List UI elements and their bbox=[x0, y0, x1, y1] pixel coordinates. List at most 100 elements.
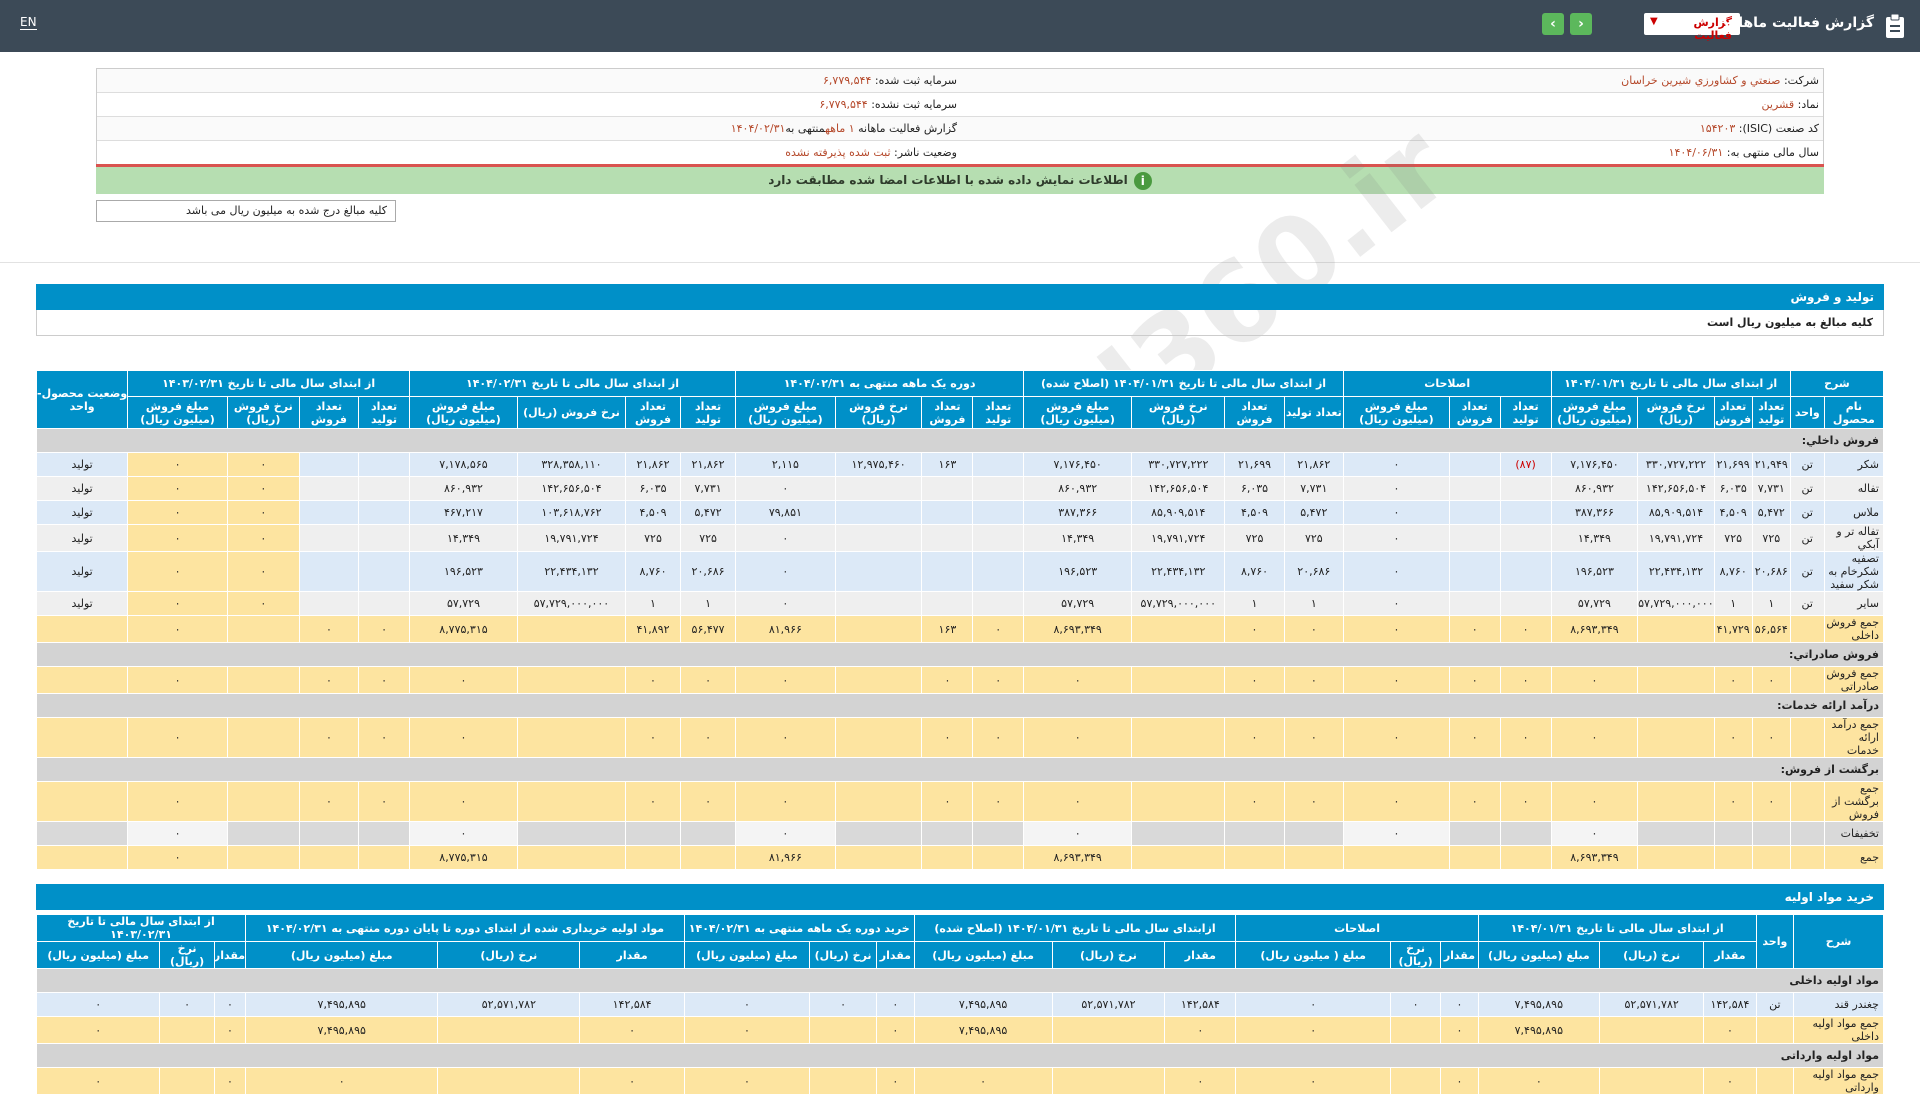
table-cell: ۱۹۶,۵۲۳ bbox=[1023, 551, 1133, 592]
table-cell: ۱۴۲,۵۸۴ bbox=[1703, 992, 1757, 1017]
table-cell bbox=[226, 845, 300, 870]
table-cell: ۰ bbox=[1550, 717, 1639, 758]
table-cell bbox=[972, 452, 1025, 477]
report-date: ۱۴۰۴/۰۲/۳۱ bbox=[730, 122, 786, 135]
col-header: نرخ فروش (ریال) bbox=[834, 396, 923, 429]
table-cell bbox=[35, 781, 129, 822]
table-cell: ۵۶,۵۶۴ bbox=[1751, 615, 1791, 643]
table-cell: ۰ bbox=[1342, 551, 1450, 592]
table-cell: ۰ bbox=[127, 717, 228, 758]
table-cell bbox=[921, 821, 974, 846]
table-cell: ۸۵,۹۰۹,۵۱۴ bbox=[1131, 500, 1226, 525]
table-cell bbox=[1499, 551, 1552, 592]
table-cell bbox=[1499, 476, 1552, 501]
table-row: تصفيه شکرخام به شکر سفيد تن ۲۰,۶۸۶ ۸,۷۶۰ ۲۲,… bbox=[35, 551, 1885, 592]
table-cell: تولید bbox=[35, 591, 129, 616]
table-cell: ۰ bbox=[1713, 781, 1753, 822]
row-label: چغندر قند bbox=[1793, 992, 1884, 1017]
table-cell: ۱۲,۹۷۵,۴۶۰ bbox=[834, 452, 923, 477]
table-cell: ۱۹۶,۵۲۳ bbox=[1550, 551, 1639, 592]
category-label: درآمد ارائه خدمات: bbox=[36, 693, 1884, 718]
table-cell: ۱ bbox=[1283, 591, 1344, 616]
table-cell bbox=[298, 476, 360, 501]
table-cell: ۰ bbox=[1499, 666, 1552, 694]
table-cell: ۰ bbox=[735, 476, 836, 501]
next-button[interactable]: › bbox=[1570, 13, 1592, 35]
table-cell: ۰ bbox=[1023, 717, 1133, 758]
table-cell: ۰ bbox=[1713, 717, 1753, 758]
table-cell bbox=[1499, 500, 1552, 525]
table-cell: ۳۲۸,۳۵۸,۱۱۰ bbox=[516, 452, 626, 477]
table-cell: ۵۷,۷۲۹,۰۰۰,۰۰۰ bbox=[1637, 591, 1715, 616]
table-cell bbox=[680, 845, 737, 870]
notice-text: اطلاعات نمایش داده شده با اطلاعات امضا ش… bbox=[768, 173, 1128, 187]
table-cell: ۰ bbox=[127, 591, 228, 616]
table-cell: ۰ bbox=[1499, 781, 1552, 822]
raw-materials-table: شرح واحد از ابتدای سال مالی تا تاریخ ۱۴۰… bbox=[35, 914, 1884, 1095]
col-group: اصلاحات bbox=[1342, 370, 1552, 397]
report-type-select[interactable]: گزارش فعالیت ▼ bbox=[1644, 13, 1740, 42]
table-cell: ۲۱,۸۶۲ bbox=[624, 452, 682, 477]
table-cell: ۵۷,۷۲۹,۰۰۰,۰۰۰ bbox=[1131, 591, 1226, 616]
total-row: جمع مواد اولیه داخلی ۰ ۷,۴۹۵,۸۹۵ ۰ ۰ ۰ ۷,۴۹۵,۸… bbox=[35, 1016, 1884, 1044]
table-cell: ۰ bbox=[1235, 1067, 1391, 1095]
table-cell bbox=[516, 717, 626, 758]
table-cell: ۰ bbox=[1224, 615, 1285, 643]
col-header: مبلغ (میلیون ریال) bbox=[1477, 941, 1600, 969]
table-cell bbox=[358, 591, 410, 616]
table-cell: ۷,۴۹۵,۸۹۵ bbox=[245, 1016, 439, 1044]
table-cell: ۴۶۷,۲۱۷ bbox=[408, 500, 518, 525]
table-cell: ۴,۵۰۹ bbox=[1713, 500, 1753, 525]
table-cell: ۰ bbox=[1283, 615, 1344, 643]
table-cell: ۶,۰۳۵ bbox=[1713, 476, 1753, 501]
symbol-value[interactable]: قشرین bbox=[1761, 98, 1795, 111]
table-cell: ۸۵,۹۰۹,۵۱۴ bbox=[1637, 500, 1715, 525]
col-header: مقدار bbox=[1164, 941, 1237, 969]
language-switch[interactable]: EN bbox=[20, 15, 37, 30]
col-header: مبلغ ( میلیون ریال) bbox=[1235, 941, 1391, 969]
table-cell: ۰ bbox=[1224, 717, 1285, 758]
category-row: مواد اولیه داخلی bbox=[36, 968, 1884, 993]
table-cell bbox=[358, 500, 410, 525]
table-cell: ۰ bbox=[127, 781, 228, 822]
col-group: از ابتدای سال مالی تا تاریخ ۱۴۰۴/۰۱/۳۱ bbox=[1477, 914, 1757, 942]
row-label: جمع درآمد ارائه خدمات bbox=[1823, 717, 1885, 758]
table-cell bbox=[972, 551, 1025, 592]
table-cell bbox=[1713, 845, 1753, 870]
col-header: مقدار bbox=[1703, 941, 1757, 969]
table-cell: ۰ bbox=[127, 524, 228, 552]
table-cell bbox=[516, 821, 626, 846]
row-label: جمع برگشت از فروش bbox=[1823, 781, 1885, 822]
table-cell: ۰ bbox=[1342, 524, 1450, 552]
company-name[interactable]: صنعتي و کشاورزي شيرين خراسان bbox=[1621, 74, 1781, 87]
table-cell: ۰ bbox=[1023, 781, 1133, 822]
table-cell bbox=[437, 1016, 581, 1044]
section-production-sub: کلیه مبالغ به میلیون ریال است bbox=[36, 310, 1884, 336]
table-cell: ۲۲,۴۳۴,۱۳۲ bbox=[516, 551, 626, 592]
row-label: تفاله تر و آبکي bbox=[1823, 524, 1885, 552]
table-cell bbox=[226, 717, 300, 758]
table-cell: ۰ bbox=[1224, 781, 1285, 822]
table-cell bbox=[1789, 821, 1825, 846]
table-cell: ۰ bbox=[913, 1067, 1053, 1095]
table-cell: ۰ bbox=[226, 452, 300, 477]
total-row: جمع درآمد ارائه خدمات ۰ ۰ ۰ ۰ ۰ ۰ ۰ ۰ ۰ ۰ ۰ ۰ ۰ ۰ ۰ ۰ ۰ ۰ bbox=[35, 717, 1885, 758]
table-cell: ۰ bbox=[127, 845, 228, 870]
table-cell: ۰ bbox=[1342, 821, 1450, 846]
table-cell: ۱۹,۷۹۱,۷۲۴ bbox=[1637, 524, 1715, 552]
table-row: چغندر قند تن ۱۴۲,۵۸۴ ۵۲,۵۷۱,۷۸۲ ۷,۴۹۵,۸۹۵ ۰ ۰ ۰… bbox=[35, 992, 1884, 1017]
col-header: نرخ فروش (ریال) bbox=[516, 396, 626, 429]
table-cell: ۰ bbox=[1448, 615, 1501, 643]
table-cell: ۰ bbox=[876, 1067, 915, 1095]
table-cell: تن bbox=[1789, 500, 1825, 525]
table-cell: ۵۷,۷۲۹,۰۰۰,۰۰۰ bbox=[516, 591, 626, 616]
prev-button[interactable]: ‹ bbox=[1542, 13, 1564, 35]
table-cell: ۱۹,۷۹۱,۷۲۴ bbox=[1131, 524, 1226, 552]
table-cell bbox=[226, 781, 300, 822]
table-cell: ۷,۴۹۵,۸۹۵ bbox=[913, 992, 1053, 1017]
table-cell: ۰ bbox=[624, 717, 682, 758]
table-cell bbox=[1789, 666, 1825, 694]
table-cell bbox=[516, 845, 626, 870]
company-info: شرکت: صنعتي و کشاورزي شيرين خراسان سرمای… bbox=[96, 68, 1824, 166]
table-cell: تن bbox=[1789, 452, 1825, 477]
